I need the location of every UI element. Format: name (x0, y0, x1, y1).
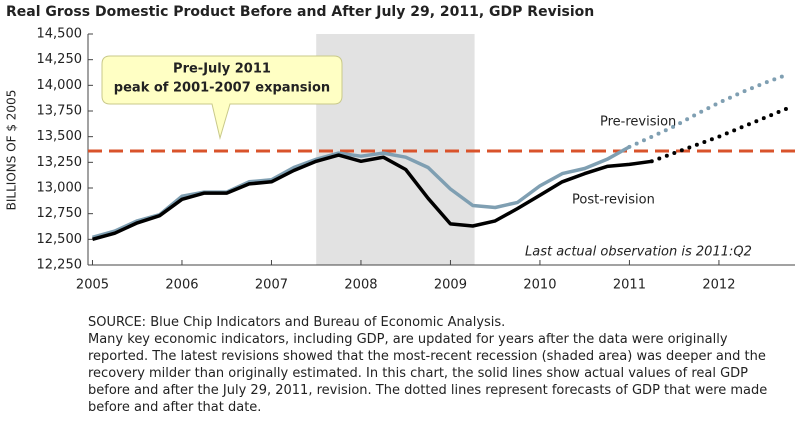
x-tick-label: 2012 (702, 278, 735, 293)
forecast-line (649, 106, 789, 164)
source: SOURCE: Blue Chip Indicators and Bureau … (88, 315, 506, 330)
callout-text: peak of 2001-2007 expansion (114, 81, 330, 96)
x-tick-label: 2006 (165, 278, 198, 293)
series-line (92, 153, 653, 241)
y-tick-label: 14,250 (37, 52, 83, 67)
y-tick-label: 13,750 (37, 104, 83, 119)
y-tick-label: 14,500 (37, 27, 83, 42)
x-tick-label: 2011 (613, 278, 646, 293)
series-label: Post-revision (572, 193, 655, 208)
x-tick-label: 2007 (255, 278, 288, 293)
y-tick-label: 13,000 (37, 181, 83, 196)
callout-text: Pre-July 2011 (173, 62, 271, 77)
recession-shade (316, 34, 475, 265)
x-tick-label: 2008 (344, 278, 377, 293)
y-tick-label: 12,750 (37, 206, 83, 221)
chart: Real Gross Domestic Product Before and A… (5, 4, 795, 293)
x-tick-label: 2009 (434, 278, 467, 293)
y-tick-label: 12,250 (37, 258, 83, 273)
x-tick-label: 2005 (76, 278, 109, 293)
series-line (92, 145, 631, 239)
annotation: Last actual observation is 2011:Q2 (525, 245, 752, 260)
series-label: Pre-revision (600, 115, 676, 130)
y-tick-label: 14,000 (37, 78, 83, 93)
y-tick-label: 13,500 (37, 129, 83, 144)
y-axis-label: BILLIONS OF $ 2005 (5, 90, 19, 211)
x-tick-label: 2010 (523, 278, 556, 293)
y-tick-label: 12,500 (37, 232, 83, 247)
chart-title: Real Gross Domestic Product Before and A… (6, 4, 594, 20)
forecast-line (627, 73, 789, 149)
y-tick-label: 13,250 (37, 155, 83, 170)
callout-box (101, 55, 343, 140)
note: Many key economic indicators, including … (88, 332, 768, 415)
